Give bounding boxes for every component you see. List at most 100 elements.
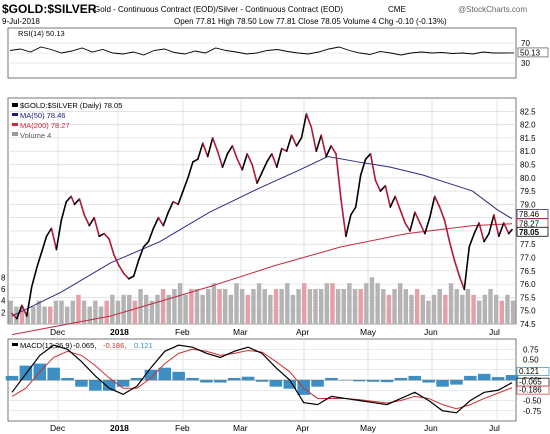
price-segment: [177, 190, 184, 206]
volume-bar: [166, 294, 171, 324]
volume-bar: [290, 294, 296, 324]
volume-bar: [296, 289, 301, 324]
price-tick-label: 76.5: [520, 267, 536, 276]
price-x-tick-label: Feb: [175, 327, 190, 337]
volume-bar: [206, 289, 211, 324]
volume-bar: [189, 289, 194, 324]
volume-bar: [183, 294, 188, 324]
price-segment: [246, 153, 253, 166]
price-segment: [345, 214, 352, 238]
macd-histogram-bar: [200, 380, 213, 383]
price-tick-label: 75.0: [520, 307, 536, 316]
volume-bar: [14, 306, 19, 324]
volume-bar: [386, 294, 392, 324]
macd-histogram-bar: [505, 375, 519, 381]
volume-bar: [70, 300, 76, 324]
price-layer: 74.575.075.576.076.577.077.578.078.579.0…: [1, 98, 549, 337]
price-segment: [187, 161, 194, 179]
price-segment: [493, 214, 500, 238]
volume-bar: [454, 289, 459, 324]
price-segment: [30, 267, 38, 288]
chart-symbol: $GOLD:$SILVER: [2, 2, 97, 16]
volume-bar: [36, 300, 42, 324]
price-segment: [384, 184, 392, 208]
volume-bar: [437, 289, 442, 324]
volume-bar: [251, 289, 256, 324]
macd-legend-swatch: [12, 343, 18, 346]
price-segment: [315, 134, 323, 152]
price-segment: [468, 232, 475, 248]
volume-bar: [172, 289, 177, 324]
volume-bar: [420, 294, 425, 324]
macd-histogram-bar: [422, 380, 435, 383]
price-segment: [325, 145, 332, 158]
volume-bar: [505, 294, 510, 324]
volume-bar: [369, 277, 375, 324]
rsi-legend: RSI(14) 50.13: [18, 29, 65, 38]
price-segment: [73, 198, 81, 206]
volume-bar: [347, 283, 352, 324]
ma50-legend: MA(50) 78.46: [20, 111, 65, 120]
macd-x-tick-label: 2018: [110, 423, 129, 433]
price-segment: [305, 113, 313, 129]
signal-value-label: -0.186: [519, 386, 542, 395]
price-tick-label: 81.5: [520, 134, 536, 143]
macd-histogram-bar: [325, 377, 338, 381]
price-segment: [271, 153, 278, 168]
ma200-line: [11, 223, 513, 336]
hist-value-box: [516, 367, 550, 376]
price-segment: [438, 206, 446, 222]
volume-bar: [115, 300, 121, 324]
volume-bar: [414, 289, 420, 324]
macd-histogram-bar: [477, 373, 491, 381]
price-segment: [359, 158, 367, 176]
volume-bar: [19, 306, 25, 324]
price-segment: [147, 227, 155, 243]
hist-legend-value: 0.121: [134, 341, 153, 350]
rsi-tick-label: 30: [521, 59, 530, 68]
macd-histogram-bar: [130, 377, 144, 381]
macd-histogram-bar: [255, 380, 269, 382]
macd-histogram-bar: [89, 380, 102, 391]
price-tick-label: 77.0: [520, 254, 536, 263]
price-tick-label: 82.0: [520, 121, 536, 130]
macd-histogram-bar: [102, 380, 116, 391]
volume-bar: [476, 300, 482, 324]
price-segment: [251, 163, 258, 184]
price-segment: [113, 254, 120, 267]
volume-bar: [307, 289, 313, 324]
macd-histogram-bar: [214, 380, 227, 383]
volume-bar: [318, 289, 324, 324]
volume-bar: [460, 294, 465, 324]
volume-legend: Volume 4: [20, 131, 51, 140]
volume-bar: [358, 289, 363, 324]
chart-description: Gold - Continuous Contract (EOD)/Silver …: [94, 5, 343, 14]
macd-histogram-bar: [241, 376, 255, 381]
price-segment: [414, 211, 421, 224]
volume-bar: [222, 289, 228, 324]
volume-legend-swatch: [12, 132, 18, 136]
volume-bar: [110, 294, 115, 324]
volume-bar: [87, 306, 92, 324]
price-segment: [167, 200, 174, 214]
volume-tick-label: 8: [1, 273, 6, 282]
price-segment: [127, 275, 135, 280]
volume-bar: [48, 306, 53, 324]
macd-histogram-bar: [172, 371, 185, 381]
ma50-value-label: 78.46: [519, 210, 540, 219]
macd-histogram-bar: [116, 380, 130, 387]
volume-bar: [302, 283, 307, 324]
last-price-box: [516, 226, 549, 237]
price-segment: [399, 208, 406, 224]
volume-bar: [234, 283, 239, 324]
price-segment: [65, 195, 73, 203]
price-segment: [35, 251, 43, 269]
price-segment: [98, 232, 105, 238]
volume-bar: [149, 300, 155, 324]
price-tick-label: 79.0: [520, 200, 536, 209]
price-segment: [300, 113, 308, 139]
price-segment: [483, 232, 490, 243]
macd-x-tick-label: May: [360, 423, 377, 433]
volume-tick-label: 6: [1, 285, 6, 294]
